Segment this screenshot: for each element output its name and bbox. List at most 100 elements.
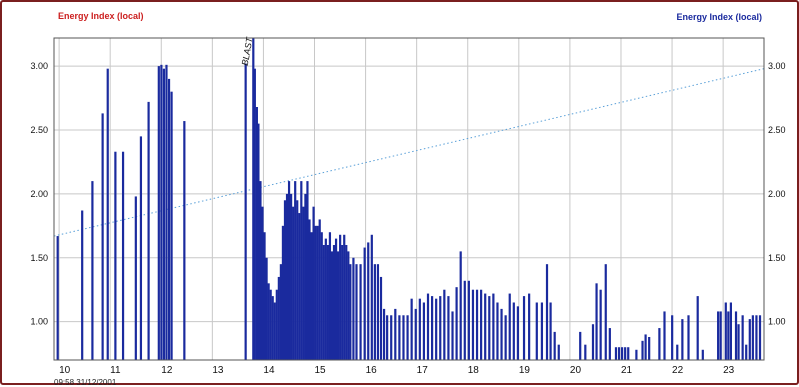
bar (347, 251, 350, 360)
bar (328, 232, 332, 360)
bar (410, 298, 413, 360)
bar (719, 311, 722, 360)
bar (326, 245, 329, 360)
bar (599, 289, 602, 360)
bar (304, 193, 307, 360)
bar (758, 315, 762, 360)
bar (390, 315, 393, 360)
bar (359, 264, 362, 360)
bar (255, 107, 258, 360)
y-tick-label-right: 3.00 (768, 61, 786, 71)
y-tick-label-right: 2.50 (768, 125, 786, 135)
bar (330, 251, 334, 360)
bar (296, 200, 299, 360)
bar (252, 38, 255, 360)
bar (591, 324, 595, 360)
bar (257, 123, 260, 360)
bar (402, 315, 405, 360)
bar (308, 219, 311, 360)
bar (147, 101, 150, 360)
bar (614, 347, 618, 360)
bar (617, 347, 621, 360)
bar (314, 225, 317, 360)
bar (273, 302, 276, 360)
bar (480, 289, 483, 360)
bar (484, 293, 487, 360)
bar (451, 311, 454, 360)
y-axis-left: 1.00 1.50 2.00 2.50 3.00 (30, 61, 48, 327)
bar (528, 293, 531, 360)
bar (386, 315, 389, 360)
bar (283, 200, 287, 360)
bars-group (56, 38, 762, 361)
y-tick-label-left: 1.50 (30, 253, 48, 263)
bar (101, 113, 104, 360)
x-tick-label: 16 (366, 365, 378, 376)
bar (298, 213, 301, 360)
bar (183, 121, 186, 360)
x-axis: 10 11 12 13 14 15 16 17 18 19 20 21 22 23 (59, 365, 735, 376)
bar (318, 219, 321, 360)
bar (671, 315, 674, 360)
bar (681, 319, 684, 360)
left-axis-title: Energy Index (local) (58, 11, 144, 21)
bar (435, 298, 438, 360)
bar (734, 311, 738, 360)
bar (717, 311, 720, 360)
bar (259, 181, 262, 360)
x-tick-label: 13 (212, 365, 224, 376)
bar (165, 64, 168, 360)
bar (540, 302, 544, 360)
timestamp: 09:58 31/12/2001 (54, 378, 117, 387)
bar (339, 234, 342, 360)
y-tick-label-left: 2.50 (30, 125, 48, 135)
bar (157, 66, 160, 361)
x-tick-label: 23 (723, 365, 735, 376)
bar (352, 257, 355, 360)
bar (430, 296, 434, 360)
y-tick-label-left: 2.00 (30, 189, 48, 199)
x-tick-label: 18 (468, 365, 480, 376)
x-tick-label: 12 (161, 365, 173, 376)
bar (701, 349, 704, 360)
bar (627, 347, 630, 360)
bar (343, 234, 346, 360)
bar (139, 136, 143, 360)
bar (253, 68, 256, 361)
bar (644, 334, 647, 360)
bar (281, 225, 285, 360)
bar (300, 181, 303, 360)
x-tick-label: 19 (519, 365, 531, 376)
bar (496, 302, 499, 360)
y-tick-label-right: 1.00 (768, 317, 786, 327)
bar (475, 289, 479, 360)
bar (729, 302, 732, 360)
bar (512, 302, 515, 360)
bar (320, 232, 323, 360)
bar (658, 328, 661, 360)
bar (349, 264, 352, 360)
bar (290, 193, 293, 360)
bar (447, 296, 450, 360)
bar (56, 236, 59, 360)
bar (584, 344, 587, 360)
bar (443, 289, 446, 360)
bar (302, 206, 305, 360)
plot-border (53, 37, 765, 361)
bar (648, 337, 651, 360)
bar (549, 302, 552, 360)
bar (398, 315, 401, 360)
bar (373, 264, 376, 360)
y-tick-label-right: 1.50 (768, 253, 786, 263)
bar (106, 68, 109, 361)
bar (422, 302, 426, 360)
bar (121, 151, 125, 360)
bar (724, 302, 727, 360)
bar (727, 311, 730, 360)
bar (748, 319, 751, 360)
bar (324, 238, 327, 360)
bar (265, 257, 268, 360)
bar (579, 331, 582, 360)
bar (287, 181, 291, 360)
